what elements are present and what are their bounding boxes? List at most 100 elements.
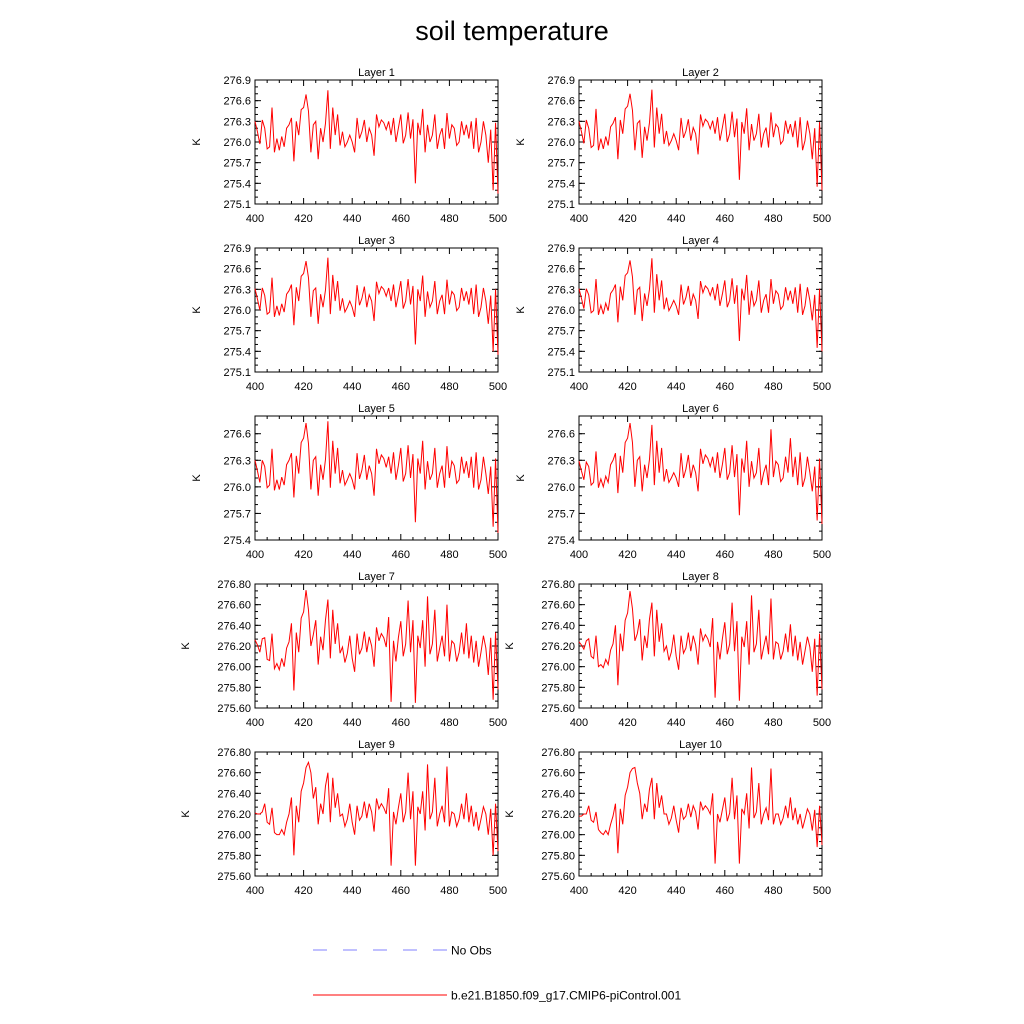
x-tick-label: 420 [294,213,312,225]
y-axis-label: K [504,642,516,650]
x-tick-label: 440 [667,381,685,393]
x-tick-label: 460 [716,549,734,561]
y-tick-label: 275.60 [541,703,575,715]
series-line [579,766,823,864]
plot-frame [578,751,823,877]
panel-layer-6: Layer 6 400 420 440 460 480 500 275.4 275.7 276.0… [515,403,831,561]
y-tick-label: 275.80 [541,682,575,694]
y-axis-label: K [515,138,527,146]
panel-layer-1: Layer 1 400 420 440 460 480 500 275.1 275.4 275.7… [191,67,507,225]
x-tick-label: 460 [392,381,410,393]
y-tick-label: 275.60 [217,703,251,715]
x-tick-label: 400 [246,885,264,897]
x-tick-label: 420 [618,213,636,225]
x-tick-label: 500 [489,885,507,897]
x-tick-label: 400 [246,213,264,225]
y-tick-label: 276.3 [223,116,251,128]
panel-title: Layer 10 [679,739,722,751]
x-tick-label: 500 [813,549,831,561]
y-tick-label: 276.00 [541,662,575,674]
x-tick-label: 420 [294,717,312,729]
x-tick-label: 480 [440,381,458,393]
x-tick-label: 460 [716,213,734,225]
y-tick-label: 275.7 [547,158,575,170]
x-tick-label: 400 [246,549,264,561]
y-tick-label: 276.6 [547,96,575,108]
plot-frame [578,415,823,541]
y-axis-label: K [191,474,203,482]
y-tick-label: 276.3 [223,455,251,467]
x-tick-label: 480 [764,885,782,897]
legend: No Obs b.e21.B1850.f09_g17.CMIP6-piContr… [313,944,681,1003]
panel-title: Layer 5 [358,403,395,415]
y-tick-label: 276.60 [541,768,575,780]
x-tick-label: 440 [343,213,361,225]
plot-frame [254,415,499,541]
x-tick-label: 420 [294,381,312,393]
y-axis-label: K [515,474,527,482]
x-tick-label: 420 [294,885,312,897]
y-tick-label: 276.20 [217,809,251,821]
y-tick-label: 276.9 [547,243,575,255]
series-line [254,90,499,194]
plot-frame [254,751,499,877]
series-line [254,421,499,533]
x-tick-label: 500 [489,381,507,393]
x-tick-label: 480 [764,717,782,729]
x-tick-label: 500 [813,381,831,393]
x-tick-label: 420 [618,549,636,561]
y-tick-label: 275.1 [223,367,251,379]
y-tick-label: 276.40 [217,620,251,632]
y-tick-label: 275.1 [547,199,575,211]
series-line [578,258,823,352]
x-tick-label: 400 [246,381,264,393]
y-tick-label: 276.6 [223,429,251,441]
x-tick-label: 480 [440,213,458,225]
y-tick-label: 276.40 [541,620,575,632]
y-tick-label: 275.4 [223,535,251,547]
panel-title: Layer 6 [682,403,719,415]
x-tick-label: 420 [618,381,636,393]
y-tick-label: 276.80 [541,579,575,591]
y-tick-label: 275.7 [223,508,251,520]
panel-layer-10: Layer 10 400 420 440 460 480 500 275.60 275.80 27… [504,739,831,897]
y-tick-label: 276.6 [547,429,575,441]
x-tick-label: 460 [716,717,734,729]
x-tick-label: 480 [764,213,782,225]
panel-title: Layer 2 [682,67,719,79]
y-axis-label: K [515,306,527,314]
y-axis-label: K [191,306,203,314]
y-tick-label: 276.60 [217,768,251,780]
x-tick-label: 480 [764,381,782,393]
y-tick-label: 276.6 [223,264,251,276]
panel-layer-9: Layer 9 400 420 440 460 480 500 275.60 275.80 276… [180,739,507,897]
y-axis-label: K [180,810,192,818]
y-tick-label: 276.9 [223,75,251,87]
y-tick-label: 276.0 [223,137,251,149]
y-tick-label: 276.80 [217,747,251,759]
series-line [254,590,499,703]
y-tick-label: 276.6 [223,96,251,108]
y-tick-label: 276.6 [547,264,575,276]
plot-frame [254,79,499,205]
y-tick-label: 276.0 [547,137,575,149]
x-tick-label: 500 [489,213,507,225]
x-tick-label: 440 [667,549,685,561]
y-tick-label: 276.80 [217,579,251,591]
panels-group: Layer 1 400 420 440 460 480 500 275.1 275.4 275.7… [180,67,831,897]
y-tick-label: 275.7 [547,326,575,338]
plot-frame [578,79,823,205]
panel-title: Layer 7 [358,571,395,583]
x-tick-label: 400 [570,885,588,897]
x-tick-label: 480 [764,549,782,561]
x-tick-label: 440 [343,549,361,561]
y-tick-label: 276.0 [547,305,575,317]
plot-frame [254,247,499,373]
y-tick-label: 275.7 [223,326,251,338]
panel-title: Layer 1 [358,67,395,79]
panel-title: Layer 4 [682,235,719,247]
panel-layer-5: Layer 5 400 420 440 460 480 500 275.4 275.7 276.0… [191,403,507,561]
x-tick-label: 460 [392,549,410,561]
x-tick-label: 500 [489,717,507,729]
series-line [578,591,823,701]
